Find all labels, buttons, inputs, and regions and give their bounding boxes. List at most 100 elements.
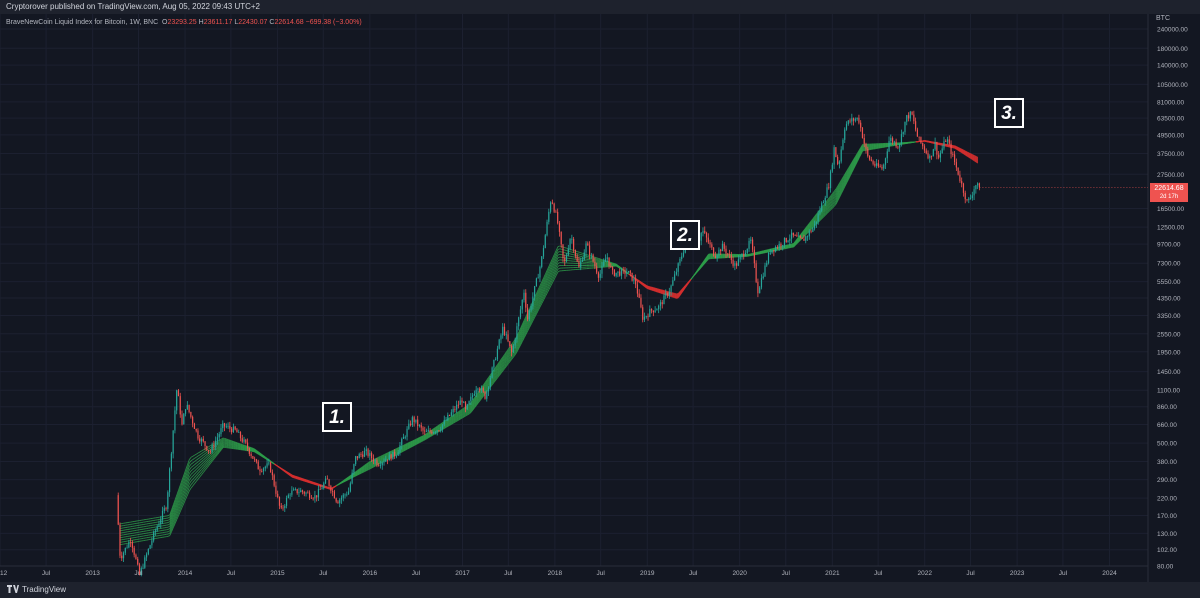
ribbon-line-segment: [362, 465, 366, 468]
ribbon-line-segment: [187, 476, 190, 482]
ribbon-line-segment: [536, 289, 539, 294]
ribbon-line-segment: [405, 445, 408, 448]
ribbon-line-segment: [419, 437, 422, 440]
ribbon-line-segment: [469, 404, 472, 407]
ribbon-line-segment: [504, 353, 507, 357]
ribbon-line-segment: [242, 444, 245, 446]
ribbon-line-segment: [380, 456, 383, 459]
ribbon-line-segment: [403, 447, 406, 449]
ribbon-line-segment: [474, 398, 477, 402]
ribbon-line-segment: [431, 429, 435, 432]
ribbon-line-segment: [228, 440, 231, 442]
ribbon-line-segment: [362, 464, 366, 467]
ribbon-line-segment: [187, 473, 190, 479]
candle-body: [177, 390, 180, 397]
ribbon-line-segment: [197, 473, 201, 477]
ribbon-line-segment: [167, 530, 171, 533]
ribbon-line-segment: [548, 269, 552, 274]
candle-body: [144, 557, 146, 568]
ribbon-line-segment: [203, 467, 206, 471]
ribbon-line-segment: [410, 442, 413, 444]
candle-body: [131, 542, 133, 548]
candle-body: [174, 410, 176, 431]
ribbon-line-segment: [181, 480, 185, 486]
ribbon-line-segment: [233, 441, 236, 443]
ribbon-line-segment: [401, 444, 404, 447]
ribbon-line-segment: [825, 200, 828, 203]
ribbon-line-segment: [178, 493, 181, 499]
ribbon-line-segment: [538, 287, 541, 292]
ribbon-line-segment: [228, 439, 231, 441]
ribbon-line-segment: [546, 273, 550, 278]
ribbon-line-segment: [408, 441, 412, 443]
ribbon-line-segment: [403, 443, 406, 446]
ribbon-line-segment: [201, 469, 204, 473]
ribbon-line-segment: [424, 434, 428, 437]
ribbon-line-segment: [293, 475, 296, 477]
ribbon-line-segment: [449, 419, 452, 422]
ribbon-line-segment: [518, 329, 522, 334]
ribbon-line-segment: [171, 512, 174, 518]
ribbon-line-segment: [437, 427, 440, 430]
ribbon-line-segment: [172, 502, 176, 508]
ribbon-line-segment: [194, 465, 197, 469]
ribbon-line-segment: [841, 176, 844, 181]
ribbon-line-segment: [178, 490, 181, 496]
ribbon-line-segment: [545, 277, 548, 282]
ribbon-line-segment: [461, 408, 465, 411]
ribbon-line-segment: [477, 394, 481, 398]
ribbon-line-segment: [499, 362, 502, 366]
ribbon-line-segment: [499, 365, 502, 369]
ribbon-line-segment: [180, 482, 183, 488]
ribbon-line-segment: [167, 516, 171, 519]
ribbon-line-segment: [176, 492, 180, 498]
ribbon-line-segment: [495, 365, 499, 369]
ribbon-line-segment: [548, 272, 552, 277]
ribbon-line-segment: [389, 452, 392, 454]
ribbon-line-segment: [536, 295, 539, 301]
ribbon-line-segment: [461, 411, 465, 414]
ribbon-line-segment: [183, 479, 187, 485]
ribbon-line-segment: [470, 404, 474, 408]
ribbon-line-segment: [423, 435, 426, 438]
ribbon-line-segment: [522, 323, 525, 329]
ribbon-line-segment: [846, 172, 849, 177]
candle-body: [186, 404, 188, 410]
ribbon-line-segment: [171, 517, 174, 522]
ribbon-line-segment: [532, 303, 536, 308]
ribbon-line-segment: [376, 456, 380, 459]
ribbon-line-segment: [835, 188, 839, 193]
ribbon-line-segment: [837, 188, 841, 193]
ribbon-line-segment: [203, 453, 206, 456]
ribbon-line-segment: [185, 474, 188, 480]
ribbon-line-segment: [204, 458, 208, 461]
ribbon-line-segment: [190, 465, 194, 468]
ribbon-line-segment: [848, 164, 851, 169]
ribbon-line-segment: [361, 469, 364, 472]
ribbon-line-segment: [530, 309, 534, 314]
ribbon-line-segment: [206, 458, 210, 462]
ribbon-line-segment: [178, 487, 181, 493]
ribbon-line-segment: [672, 295, 676, 297]
ribbon-line-segment: [217, 443, 220, 446]
ribbon-line-segment: [502, 360, 506, 364]
ribbon-line-segment: [187, 469, 190, 475]
ribbon-line-segment: [197, 454, 201, 457]
ribbon-line-segment: [853, 158, 857, 163]
ribbon-line-segment: [975, 161, 979, 164]
ribbon-line-segment: [488, 374, 491, 378]
ribbon-line-segment: [545, 269, 548, 274]
ribbon-line-segment: [235, 441, 238, 444]
candle-body: [206, 446, 208, 451]
ribbon-line-segment: [376, 457, 380, 460]
candle-body: [181, 414, 183, 425]
ribbon-line-segment: [174, 499, 178, 506]
ribbon-line-segment: [550, 268, 554, 273]
ribbon-line-segment: [176, 503, 180, 509]
ribbon-line-segment: [171, 514, 174, 520]
ribbon-line-segment: [553, 250, 557, 255]
ribbon-line-segment: [366, 463, 369, 466]
ribbon-line-segment: [403, 446, 406, 449]
candle-body: [154, 530, 157, 532]
